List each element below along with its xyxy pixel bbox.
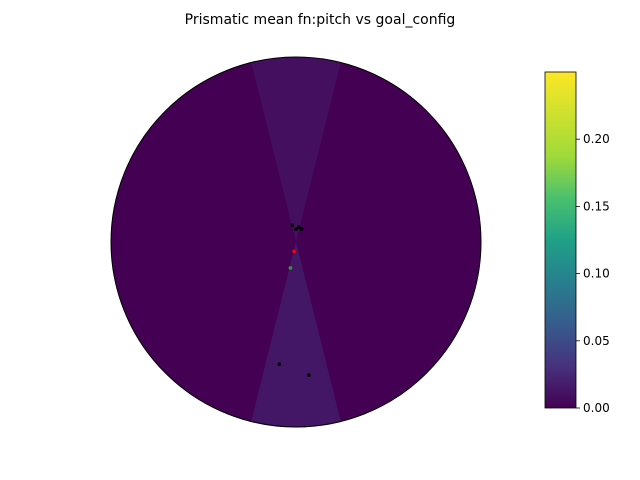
polar-disk-edge bbox=[110, 56, 482, 428]
chart-title: Prismatic mean fn:pitch vs goal_config bbox=[185, 12, 456, 28]
colorbar-tick-label: 0.05 bbox=[583, 334, 610, 348]
scatter-point-red bbox=[292, 249, 296, 254]
colorbar-tick-label: 0.20 bbox=[583, 132, 610, 146]
colorbar-gradient bbox=[545, 72, 576, 408]
scatter-point-black-3 bbox=[297, 225, 301, 229]
scatter-point-black-1 bbox=[290, 223, 295, 228]
colorbar: 0.00 0.05 0.10 0.15 0.20 bbox=[544, 71, 610, 415]
colorbar-tick-label: 0.00 bbox=[583, 401, 610, 415]
colorbar-tick-label: 0.15 bbox=[583, 199, 610, 213]
colorbar-tick-label: 0.10 bbox=[583, 267, 610, 281]
scatter-point-black-5 bbox=[277, 362, 282, 366]
scatter-point-green bbox=[288, 266, 293, 270]
scatter-point-black-4 bbox=[299, 227, 304, 231]
heatmap-lobe-1 bbox=[251, 57, 341, 242]
polar-plot-area bbox=[110, 56, 482, 428]
scatter-point-black-6 bbox=[307, 373, 311, 378]
scatter-point-black-2 bbox=[294, 227, 298, 231]
colorbar-frame bbox=[544, 71, 577, 409]
heatmap-lobe-2 bbox=[251, 242, 341, 427]
